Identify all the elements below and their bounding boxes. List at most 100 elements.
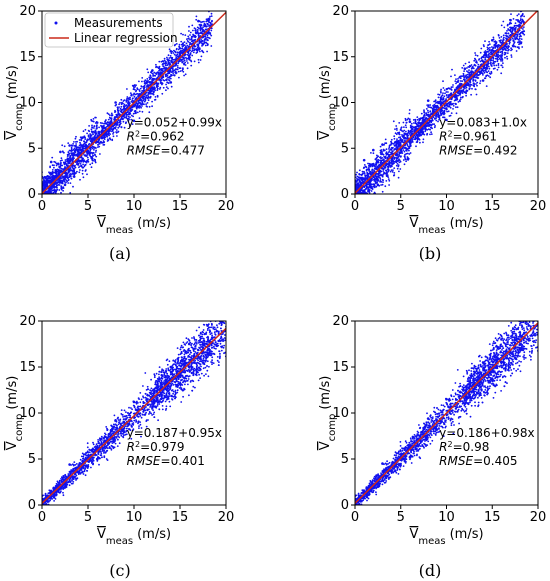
y-tick-label: 5	[28, 452, 36, 467]
data-point	[77, 159, 81, 163]
data-point	[169, 365, 173, 369]
y-tick-label: 5	[341, 452, 349, 467]
y-tick-label: 5	[341, 141, 349, 156]
data-point	[178, 382, 182, 385]
x-tick-label: 5	[84, 199, 92, 214]
legend-marker-points	[54, 21, 58, 25]
x-tick-label: 15	[484, 199, 501, 214]
x-tick-label: 20	[530, 199, 547, 214]
data-point	[72, 153, 76, 156]
data-point	[206, 324, 209, 327]
data-point	[114, 101, 117, 104]
x-tick-label: 10	[438, 510, 455, 525]
data-point	[408, 139, 412, 143]
rmse-annotation: RMSE=0.405	[439, 454, 517, 468]
data-point	[408, 120, 412, 124]
data-point	[376, 183, 380, 187]
y-axis-label: Vcomp(m/s)	[318, 376, 338, 451]
rmse-annotation: RMSE=0.492	[439, 143, 517, 157]
y-tick-label: 0	[28, 498, 36, 513]
data-point	[206, 349, 209, 352]
regression-line	[355, 11, 538, 194]
data-point	[128, 102, 131, 105]
y-tick-label: 20	[332, 4, 349, 19]
panel-caption: (b)	[418, 244, 442, 263]
data-point	[500, 55, 503, 59]
data-point	[463, 402, 467, 406]
x-tick-label: 15	[172, 510, 189, 525]
point-cloud	[355, 321, 538, 505]
data-point	[504, 350, 508, 353]
data-point	[404, 136, 407, 140]
data-point	[151, 406, 154, 409]
y-tick-label: 10	[19, 406, 36, 421]
data-point	[68, 144, 71, 147]
x-tick-label: 0	[38, 510, 46, 525]
data-point	[440, 101, 444, 104]
panel-caption: (a)	[108, 244, 132, 263]
y-tick-label: 15	[332, 360, 349, 375]
y-axis-label: Vcomp(m/s)	[318, 65, 338, 140]
data-point	[490, 377, 494, 381]
y-tick-label: 10	[19, 96, 36, 111]
point-cloud	[42, 321, 226, 505]
x-tick-label: 0	[38, 199, 46, 214]
data-point	[513, 28, 517, 31]
data-point	[201, 361, 205, 364]
data-point	[187, 365, 191, 369]
data-point	[426, 417, 430, 420]
data-point	[527, 324, 531, 327]
data-point	[178, 53, 182, 57]
data-point	[385, 174, 389, 177]
data-point	[72, 175, 76, 178]
y-tick-label: 0	[341, 187, 349, 202]
data-point	[490, 38, 494, 42]
data-point	[54, 168, 58, 172]
data-point	[500, 361, 503, 364]
y-tick-label: 5	[28, 141, 36, 156]
data-point	[215, 329, 219, 333]
y-axis-label: Vcomp(m/s)	[5, 65, 25, 140]
x-tick-label: 5	[397, 510, 405, 525]
scatter-plot-c: 0 5 10 15 20 0 5 10 15 20 Vmeas (m/s) Vcomp(m/s) y=0.…	[5, 314, 234, 547]
data-point	[513, 356, 517, 360]
data-point	[86, 149, 90, 153]
data-point	[114, 122, 117, 125]
data-point	[95, 121, 99, 124]
y-tick-label: 0	[341, 498, 349, 513]
data-point	[114, 419, 117, 422]
data-point	[367, 167, 371, 171]
regression-line	[42, 11, 226, 194]
data-point	[463, 84, 467, 88]
y-tick-label: 10	[332, 406, 349, 421]
regression-line	[42, 327, 226, 504]
data-point	[105, 132, 108, 135]
data-point	[381, 462, 384, 465]
data-point	[201, 346, 205, 349]
data-point	[77, 464, 81, 467]
legend-label-regression: Linear regression	[74, 31, 178, 45]
data-point	[463, 67, 467, 70]
legend-box	[44, 12, 174, 48]
y-tick-label: 20	[19, 4, 36, 19]
data-point	[132, 119, 136, 123]
x-tick-label: 0	[351, 510, 359, 525]
data-point	[63, 183, 67, 187]
data-point	[68, 463, 71, 466]
x-axis-label: Vmeas (m/s)	[97, 216, 171, 236]
data-point	[100, 130, 104, 134]
data-point	[481, 361, 485, 364]
data-point	[426, 99, 430, 102]
rmse-annotation: RMSE=0.401	[127, 454, 205, 468]
x-tick-label: 15	[172, 199, 189, 214]
data-point	[385, 152, 389, 156]
data-point	[445, 118, 448, 122]
data-point	[132, 104, 136, 108]
panel-b: 0 5 10 15 20 0 5 10 15 20 Vmeas (m/s) Vcomp(m/s) y=0.…	[275, 0, 550, 290]
data-point	[54, 189, 58, 193]
data-point	[183, 363, 186, 367]
data-point	[376, 160, 380, 164]
data-point	[394, 144, 398, 147]
x-axis-label: Vmeas (m/s)	[409, 527, 483, 547]
